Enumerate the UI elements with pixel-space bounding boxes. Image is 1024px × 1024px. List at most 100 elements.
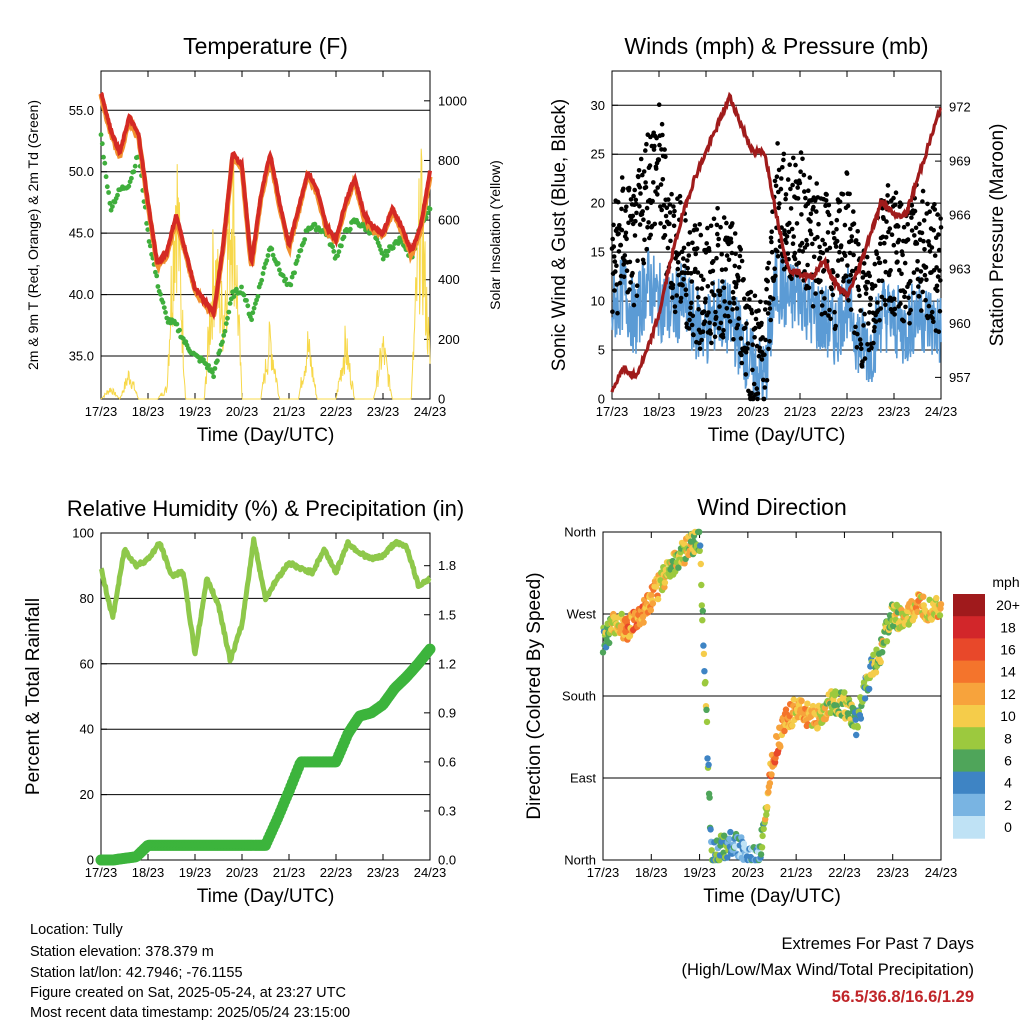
gust-point <box>632 187 637 193</box>
gust-point <box>866 321 871 326</box>
gust-point <box>917 221 922 227</box>
gust-point <box>782 228 787 233</box>
gust-point <box>714 222 720 228</box>
gust-point <box>855 229 860 234</box>
gust-point <box>842 253 848 258</box>
gust-point <box>735 322 741 328</box>
gust-point <box>710 268 716 274</box>
gust-point <box>682 263 687 269</box>
direction-point <box>866 685 873 693</box>
info-recent: Most recent data timestamp: 2025/05/24 2… <box>30 1005 351 1021</box>
y-axis-label: 2m & 9m T (Red, Orange) & 2m Td (Green) <box>25 100 41 370</box>
gust-point <box>927 249 933 254</box>
gust-point <box>867 273 872 279</box>
gust-point <box>671 213 677 218</box>
colorbar-swatch <box>953 660 985 684</box>
gust-point <box>613 269 618 274</box>
gust-point <box>820 250 826 256</box>
gust-point <box>938 278 943 283</box>
y2-tick-label: 1000 <box>438 93 467 108</box>
gust-point <box>630 270 635 276</box>
gust-point <box>915 259 920 264</box>
dewpoint-point <box>244 298 249 303</box>
gust-point <box>766 260 772 266</box>
gust-point <box>640 209 645 214</box>
gust-point <box>724 306 730 311</box>
gust-point <box>610 309 615 315</box>
gust-point <box>610 236 615 242</box>
dewpoint-point <box>241 292 247 298</box>
y2-tick-label: 600 <box>438 213 460 228</box>
info-latlon: Station lat/lon: 42.7946; -76.1155 <box>30 965 243 981</box>
gust-point <box>698 232 704 238</box>
direction-point <box>716 856 723 864</box>
gust-point <box>773 183 779 189</box>
dewpoint-point <box>312 221 318 227</box>
gust-point <box>627 287 632 292</box>
y-tick-label: 10 <box>591 294 605 309</box>
gust-point <box>671 204 676 209</box>
gust-point <box>654 135 659 141</box>
gust-point <box>695 270 701 275</box>
gust-point <box>784 240 789 246</box>
gust-point <box>660 132 665 138</box>
gust-point <box>795 196 801 201</box>
gust-point <box>633 218 638 224</box>
gust-point <box>730 289 736 295</box>
gust-point <box>777 201 782 206</box>
gust-point <box>892 306 898 312</box>
gust-point <box>851 209 856 214</box>
gust-point <box>611 222 616 228</box>
gust-point <box>923 297 928 303</box>
dewpoint-point <box>239 284 244 290</box>
gust-point <box>738 247 743 252</box>
gust-point <box>723 267 728 272</box>
direction-point <box>841 689 848 696</box>
gust-point <box>891 242 897 248</box>
gust-point <box>663 213 669 219</box>
x-tick-label: 20/23 <box>226 865 259 880</box>
direction-point <box>699 607 706 615</box>
colorbar-label: 20+ <box>996 597 1020 613</box>
direction-point <box>699 617 706 624</box>
gust-point <box>753 316 759 322</box>
gust-point <box>931 319 936 325</box>
gust-point <box>694 227 700 232</box>
gust-point <box>774 174 780 179</box>
gust-point <box>937 308 943 314</box>
gust-point <box>727 300 732 306</box>
gust-point <box>894 250 899 255</box>
direction-point <box>933 594 940 602</box>
gust-point <box>900 252 905 258</box>
gust-point <box>881 216 886 221</box>
gust-point <box>678 299 683 304</box>
dewpoint-point <box>296 254 301 259</box>
gust-point <box>876 255 881 261</box>
gust-point <box>901 224 907 230</box>
gust-point <box>823 198 829 203</box>
direction-point <box>833 702 841 709</box>
gust-point <box>867 310 872 315</box>
temperature-panel: Temperature (F) 17/23 18/23 19/23 20/23 21/23… <box>25 33 503 446</box>
direction-point <box>675 564 682 571</box>
x-tick-label: 23/23 <box>367 865 400 880</box>
gust-point <box>720 279 725 284</box>
gust-point <box>685 265 690 271</box>
dewpoint-point <box>384 253 390 258</box>
dewpoint-point <box>385 248 391 254</box>
gust-point <box>907 321 912 326</box>
gust-point <box>790 182 795 188</box>
direction-point <box>870 651 877 658</box>
gust-point <box>800 156 805 162</box>
gust-point <box>722 299 727 304</box>
gust-point <box>902 294 907 300</box>
dewpoint-point <box>277 267 282 273</box>
gust-point <box>683 287 689 293</box>
gust-point <box>696 295 701 300</box>
gust-point <box>634 283 640 289</box>
direction-point <box>696 528 703 536</box>
gust-point <box>808 219 813 224</box>
gust-point <box>858 341 864 347</box>
dewpoint-point <box>275 261 281 266</box>
station-pressure-line <box>610 91 943 393</box>
